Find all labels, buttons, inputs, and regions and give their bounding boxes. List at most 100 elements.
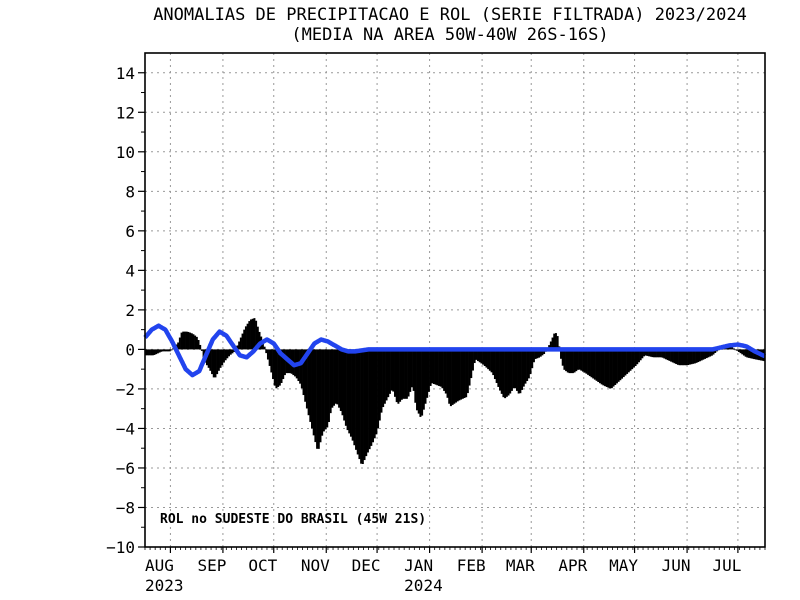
precip-bar xyxy=(351,349,354,441)
x-month-label: NOV xyxy=(301,556,330,575)
precip-bar xyxy=(155,349,158,355)
precip-bar xyxy=(255,320,258,350)
precip-bar xyxy=(419,349,422,417)
precip-bar xyxy=(593,349,596,380)
precip-bar xyxy=(146,349,149,356)
precip-bar xyxy=(344,349,347,426)
y-tick-label: −10 xyxy=(106,538,135,557)
precip-bar xyxy=(180,332,183,350)
precip-bar xyxy=(238,341,241,350)
grid-lines xyxy=(145,53,765,548)
precip-bar xyxy=(500,349,503,394)
precip-bar xyxy=(407,349,410,397)
precip-bar xyxy=(602,349,605,386)
precip-bar xyxy=(277,349,280,387)
precip-bar xyxy=(648,349,651,357)
precip-bar xyxy=(266,349,269,360)
x-axis: AUG SEP OCT NOV DEC JAN FEB MAR APR MAY JUN JUL 2023… xyxy=(144,547,766,595)
precip-bar xyxy=(426,349,429,398)
precip-bar xyxy=(195,336,198,350)
precip-bar xyxy=(167,349,170,352)
precip-bar xyxy=(343,349,346,421)
precip-bar xyxy=(531,349,534,369)
precip-bar xyxy=(451,349,454,405)
precip-bar xyxy=(482,349,485,365)
precip-bar xyxy=(568,349,571,374)
precip-bar xyxy=(543,349,546,355)
precip-bar xyxy=(366,349,369,453)
x-month-label: AUG xyxy=(145,556,174,575)
x-month-label: DEC xyxy=(352,556,381,575)
precip-bar xyxy=(576,349,579,370)
precip-bar xyxy=(150,349,153,356)
precip-bar xyxy=(507,349,510,396)
chart-title: ANOMALIAS DE PRECIPITACAO E ROL (SERIE F… xyxy=(153,5,747,25)
precip-bar xyxy=(250,319,253,350)
precip-bar xyxy=(649,349,652,357)
precip-bar xyxy=(609,349,612,389)
precip-bar xyxy=(373,349,376,439)
y-tick-label: 8 xyxy=(125,182,135,201)
precip-bar xyxy=(749,349,752,359)
precip-bar xyxy=(363,349,366,461)
precip-bar xyxy=(200,349,203,351)
precip-bar xyxy=(151,349,154,356)
precip-bar xyxy=(729,346,732,350)
precip-bar xyxy=(582,349,585,372)
precip-bar xyxy=(731,347,734,350)
precip-bar xyxy=(439,349,442,387)
precip-bar xyxy=(317,349,320,449)
precip-bar xyxy=(529,349,532,375)
precip-bar xyxy=(390,349,393,391)
precip-bar xyxy=(526,349,529,382)
precip-bar xyxy=(751,349,754,359)
precip-bar xyxy=(732,348,735,350)
precip-bar xyxy=(519,349,522,394)
precip-bar xyxy=(165,349,168,352)
precip-bar xyxy=(695,349,698,363)
precip-bar xyxy=(560,349,563,359)
x-year-label: 2024 xyxy=(404,576,443,595)
x-month-label: OCT xyxy=(248,556,277,575)
precip-bar xyxy=(536,349,539,359)
precip-bar xyxy=(698,349,701,362)
y-tick-label: 2 xyxy=(125,301,135,320)
precip-bar xyxy=(375,349,378,435)
precip-bar xyxy=(404,349,407,399)
precip-bar xyxy=(361,349,364,465)
precip-bar xyxy=(709,349,712,357)
precip-bar xyxy=(251,318,254,350)
precip-bar xyxy=(700,349,703,361)
precip-bar xyxy=(651,349,654,358)
precip-bar xyxy=(737,349,740,352)
precip-bar xyxy=(443,349,446,391)
precip-bar xyxy=(678,349,681,366)
precip-bar xyxy=(631,349,634,370)
precip-bar xyxy=(641,349,644,359)
precip-bar xyxy=(405,349,408,399)
precip-bar xyxy=(656,349,659,358)
chart-subtitle: (MEDIA NA AREA 50W-40W 26S-16S) xyxy=(291,25,608,45)
precip-bar xyxy=(349,349,352,437)
precip-bar xyxy=(556,336,559,350)
precip-bar xyxy=(622,349,625,378)
precip-bar xyxy=(422,349,425,410)
x-month-label: JUL xyxy=(712,556,741,575)
precip-bar xyxy=(382,349,385,408)
precip-bar xyxy=(392,349,395,392)
precip-bar xyxy=(370,349,373,446)
precip-bar xyxy=(322,349,325,432)
precip-bar xyxy=(600,349,603,385)
precip-anomaly-bars xyxy=(145,318,766,465)
precip-bar xyxy=(236,345,239,350)
precip-bar xyxy=(241,333,244,350)
precip-bar xyxy=(460,349,463,400)
precip-bar xyxy=(541,349,544,356)
precip-bar xyxy=(571,349,574,374)
x-month-label: SEP xyxy=(198,556,227,575)
precip-bar xyxy=(615,349,618,384)
precip-bar xyxy=(177,342,180,350)
precip-bar xyxy=(659,349,662,358)
precip-bar xyxy=(634,349,637,366)
precip-bar xyxy=(161,349,164,352)
